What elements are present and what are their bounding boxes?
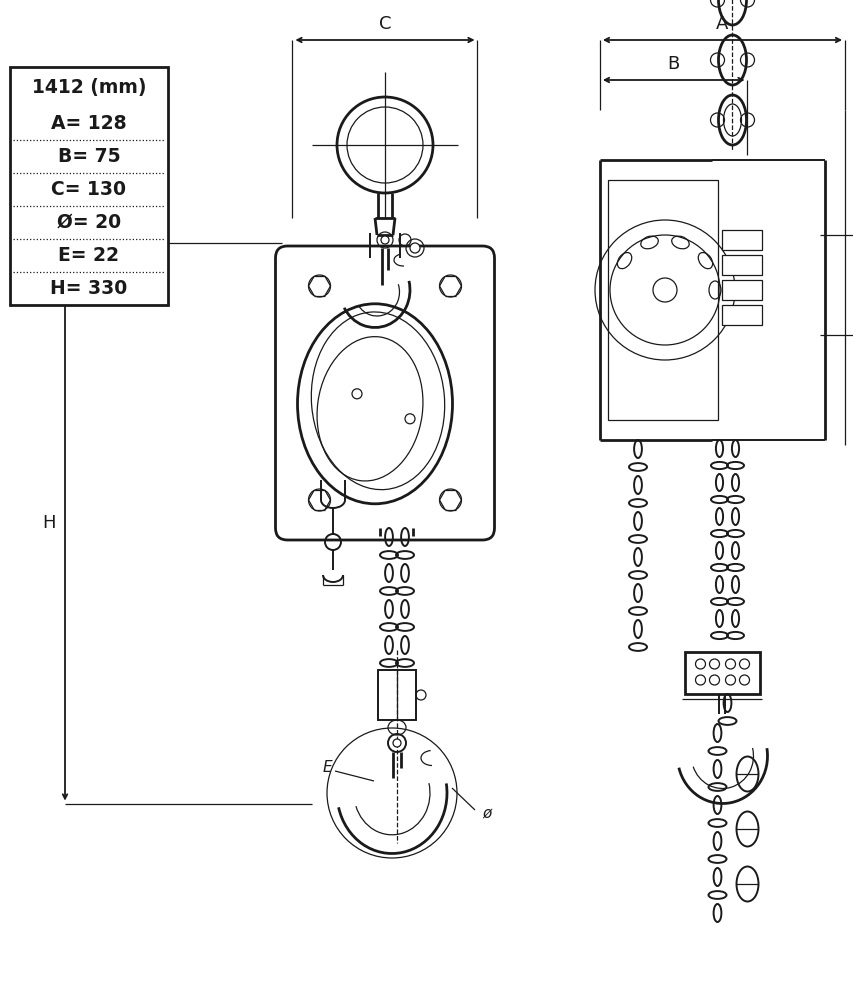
Text: A: A [716, 15, 728, 33]
Circle shape [392, 739, 401, 747]
Bar [684, 652, 759, 694]
Text: 1412 (mm): 1412 (mm) [32, 78, 146, 97]
Bar [722, 305, 762, 325]
Bar [607, 180, 717, 420]
FancyBboxPatch shape [276, 246, 494, 540]
Text: A= 128: A= 128 [51, 114, 126, 133]
Circle shape [380, 236, 389, 244]
Text: C: C [379, 15, 391, 33]
Text: Ø= 20: Ø= 20 [57, 213, 121, 232]
Text: C= 130: C= 130 [51, 180, 126, 199]
Text: E= 22: E= 22 [59, 246, 119, 265]
Bar [722, 255, 762, 275]
Text: H= 330: H= 330 [50, 279, 127, 298]
Bar [378, 670, 415, 720]
Text: H: H [42, 514, 55, 532]
Text: B= 75: B= 75 [58, 147, 120, 166]
Text: E: E [322, 760, 332, 776]
Circle shape [409, 243, 420, 253]
Text: B: B [667, 55, 679, 73]
Text: ø: ø [482, 805, 491, 820]
Bar [722, 280, 762, 300]
Bar [722, 230, 762, 250]
Bar [10, 67, 168, 305]
